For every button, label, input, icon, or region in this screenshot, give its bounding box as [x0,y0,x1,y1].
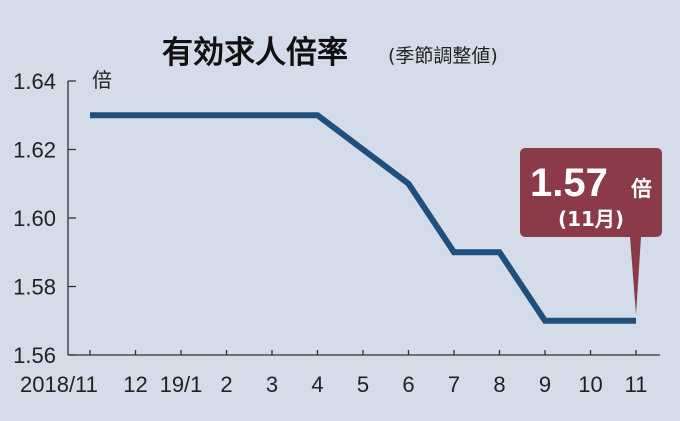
callout-box [520,148,662,315]
x-tick-label: 11 [625,372,648,397]
x-tick-label: 4 [311,372,323,397]
y-tick-label: 1.60 [13,206,56,231]
value-callout: 1.57 倍 (11月) [520,148,662,315]
x-tick-label: 7 [448,372,460,397]
x-tick-label: 2018/11 [20,372,98,397]
x-tick-label: 6 [402,372,414,397]
y-tick-label: 1.62 [13,138,56,163]
x-tick-label: 5 [357,372,369,397]
series-line [90,112,636,324]
chart-subtitle: (季節調整値) [388,45,498,67]
callout-value: 1.57 [530,161,608,205]
chart-title: 有効求人倍率 [162,35,348,71]
y-unit-label: 倍 [92,68,112,92]
x-tick-label: 12 [123,372,147,397]
x-tick-label: 2 [220,372,232,397]
x-tick-label: 8 [493,372,505,397]
x-tick-label: 3 [266,372,278,397]
x-tick-label: 9 [539,372,551,397]
x-tick-label: 19/1 [160,372,203,397]
y-tick-label: 1.58 [13,275,56,300]
callout-period: (11月) [558,207,624,231]
x-tick-label: 10 [578,372,602,397]
y-tick-label: 1.64 [13,69,56,94]
y-tick-label: 1.56 [13,343,56,368]
callout-unit: 倍 [631,177,652,201]
